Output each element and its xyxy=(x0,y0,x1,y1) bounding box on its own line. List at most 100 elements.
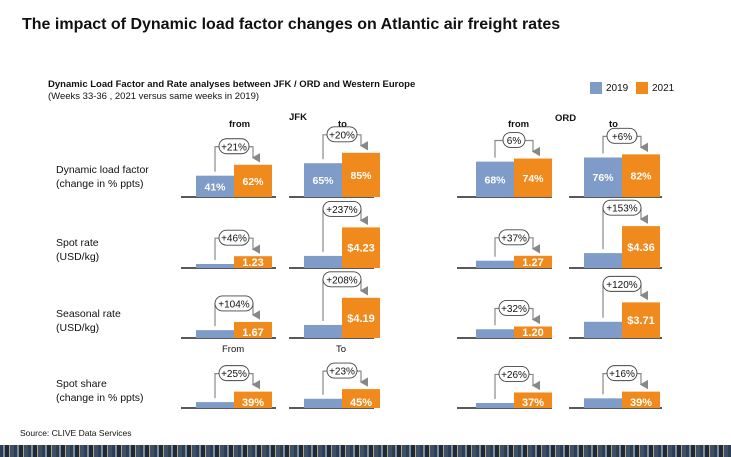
bar-2021 xyxy=(234,164,272,197)
header-jfk-from: from xyxy=(229,119,251,130)
bar-2021 xyxy=(342,389,380,408)
bar-2019 xyxy=(476,260,514,268)
row-label-spot-share: Spot share (change in % ppts) xyxy=(56,377,144,405)
bar-2019 xyxy=(304,324,342,338)
bar-2021 xyxy=(514,158,552,197)
bar-2019 xyxy=(304,255,342,268)
data-label-2021: 37% xyxy=(522,397,544,409)
bar-2021 xyxy=(514,255,552,268)
data-label-2021: $4.23 xyxy=(347,243,375,255)
change-label: +237% xyxy=(326,205,358,216)
data-label-2021: 39% xyxy=(242,397,264,409)
page-title: The impact of Dynamic load factor change… xyxy=(22,16,561,33)
row-label-load-factor: Dynamic load factor (change in % ppts) xyxy=(56,163,149,191)
legend-label-2021: 2021 xyxy=(652,82,675,94)
change-pill xyxy=(498,366,530,382)
bar-2019 xyxy=(476,403,514,408)
change-pill xyxy=(218,229,250,246)
change-pill xyxy=(606,365,638,382)
data-label-2021: 74% xyxy=(522,173,544,185)
change-label: +6% xyxy=(612,132,632,143)
change-label: +21% xyxy=(221,142,247,153)
change-label: +23% xyxy=(329,367,355,378)
header-jfk-from-lower: From xyxy=(222,344,245,355)
legend-label-2019: 2019 xyxy=(606,82,629,94)
bar-2019 xyxy=(196,330,234,338)
bar-2021 xyxy=(342,297,380,338)
bar-2019 xyxy=(304,398,342,408)
bar-2019 xyxy=(196,402,234,408)
change-pill xyxy=(602,199,642,216)
bar-2019 xyxy=(584,398,622,408)
change-pill xyxy=(326,362,358,379)
bar-2019 xyxy=(584,253,622,268)
bar-2019 xyxy=(476,161,514,197)
change-pill xyxy=(322,271,362,288)
data-label-2021: $3.71 xyxy=(627,315,655,327)
data-label-2021: 39% xyxy=(630,397,652,409)
bar-2019 xyxy=(584,321,622,338)
data-label-2021: 62% xyxy=(242,176,264,188)
change-pill xyxy=(498,300,530,316)
bar-2021 xyxy=(234,321,272,338)
bar-2019 xyxy=(196,264,234,268)
bar-2021 xyxy=(234,391,272,408)
change-pill xyxy=(214,295,254,312)
legend-swatch-2021 xyxy=(636,82,648,94)
chart-subtitle-note: (Weeks 33-36 , 2021 versus same weeks in… xyxy=(48,91,260,102)
data-label-2019: 65% xyxy=(312,175,334,187)
row-label-line2: (USD/kg) xyxy=(56,322,100,334)
header-jfk-to-lower: To xyxy=(336,344,347,355)
change-pill xyxy=(602,275,642,292)
bar-2021 xyxy=(342,152,380,197)
data-label-2021: 1.20 xyxy=(522,327,543,339)
change-label: +20% xyxy=(329,130,355,141)
row-label-line2: (change in % ppts) xyxy=(56,178,144,190)
row-label-line1: Dynamic load factor xyxy=(56,164,149,176)
legend-item-2019: 2019 xyxy=(590,82,628,94)
header-ord: ORD xyxy=(555,113,577,124)
data-label-2021: $4.19 xyxy=(347,313,375,325)
bar-2021 xyxy=(622,302,660,338)
bar-2019 xyxy=(476,329,514,338)
row-label-seasonal-rate: Seasonal rate (USD/kg) xyxy=(56,307,121,335)
bar-2021 xyxy=(622,226,660,268)
data-label-2021: 1.27 xyxy=(522,257,543,269)
change-pill xyxy=(606,127,638,144)
data-label-2021: $4.36 xyxy=(627,242,655,254)
header-ord-from: from xyxy=(508,119,530,130)
bar-2021 xyxy=(234,256,272,268)
change-pill xyxy=(322,200,362,217)
legend-swatch-2019 xyxy=(590,82,602,94)
change-label: +153% xyxy=(606,204,638,215)
change-label: +46% xyxy=(221,234,247,245)
change-pill xyxy=(218,138,250,155)
row-label-line2: (USD/kg) xyxy=(56,251,100,263)
bar-2021 xyxy=(622,154,660,197)
row-label-line1: Seasonal rate xyxy=(56,308,121,320)
change-pill xyxy=(498,229,530,246)
change-label: +37% xyxy=(501,233,527,244)
change-label: +25% xyxy=(221,369,247,380)
change-label: +16% xyxy=(609,369,635,380)
row-label-line2: (change in % ppts) xyxy=(56,392,144,404)
change-pill xyxy=(326,126,358,143)
header-jfk: JFK xyxy=(289,112,307,123)
change-label: +208% xyxy=(326,275,358,286)
change-label: 6% xyxy=(507,136,522,147)
bar-2019 xyxy=(584,157,622,197)
data-label-2021: 45% xyxy=(350,397,372,409)
data-label-2019: 76% xyxy=(592,172,614,184)
change-pill xyxy=(218,365,250,382)
change-pill xyxy=(502,132,526,148)
header-ord-to: to xyxy=(609,119,618,130)
bar-2019 xyxy=(304,163,342,197)
row-label-line1: Spot share xyxy=(56,378,107,390)
data-label-2019: 41% xyxy=(204,181,226,193)
source-note: Source: CLIVE Data Services xyxy=(20,428,132,438)
change-label: +120% xyxy=(606,280,638,291)
bar-2021 xyxy=(514,392,552,408)
data-label-2019: 68% xyxy=(484,174,506,186)
footer-image-strip xyxy=(0,445,731,457)
